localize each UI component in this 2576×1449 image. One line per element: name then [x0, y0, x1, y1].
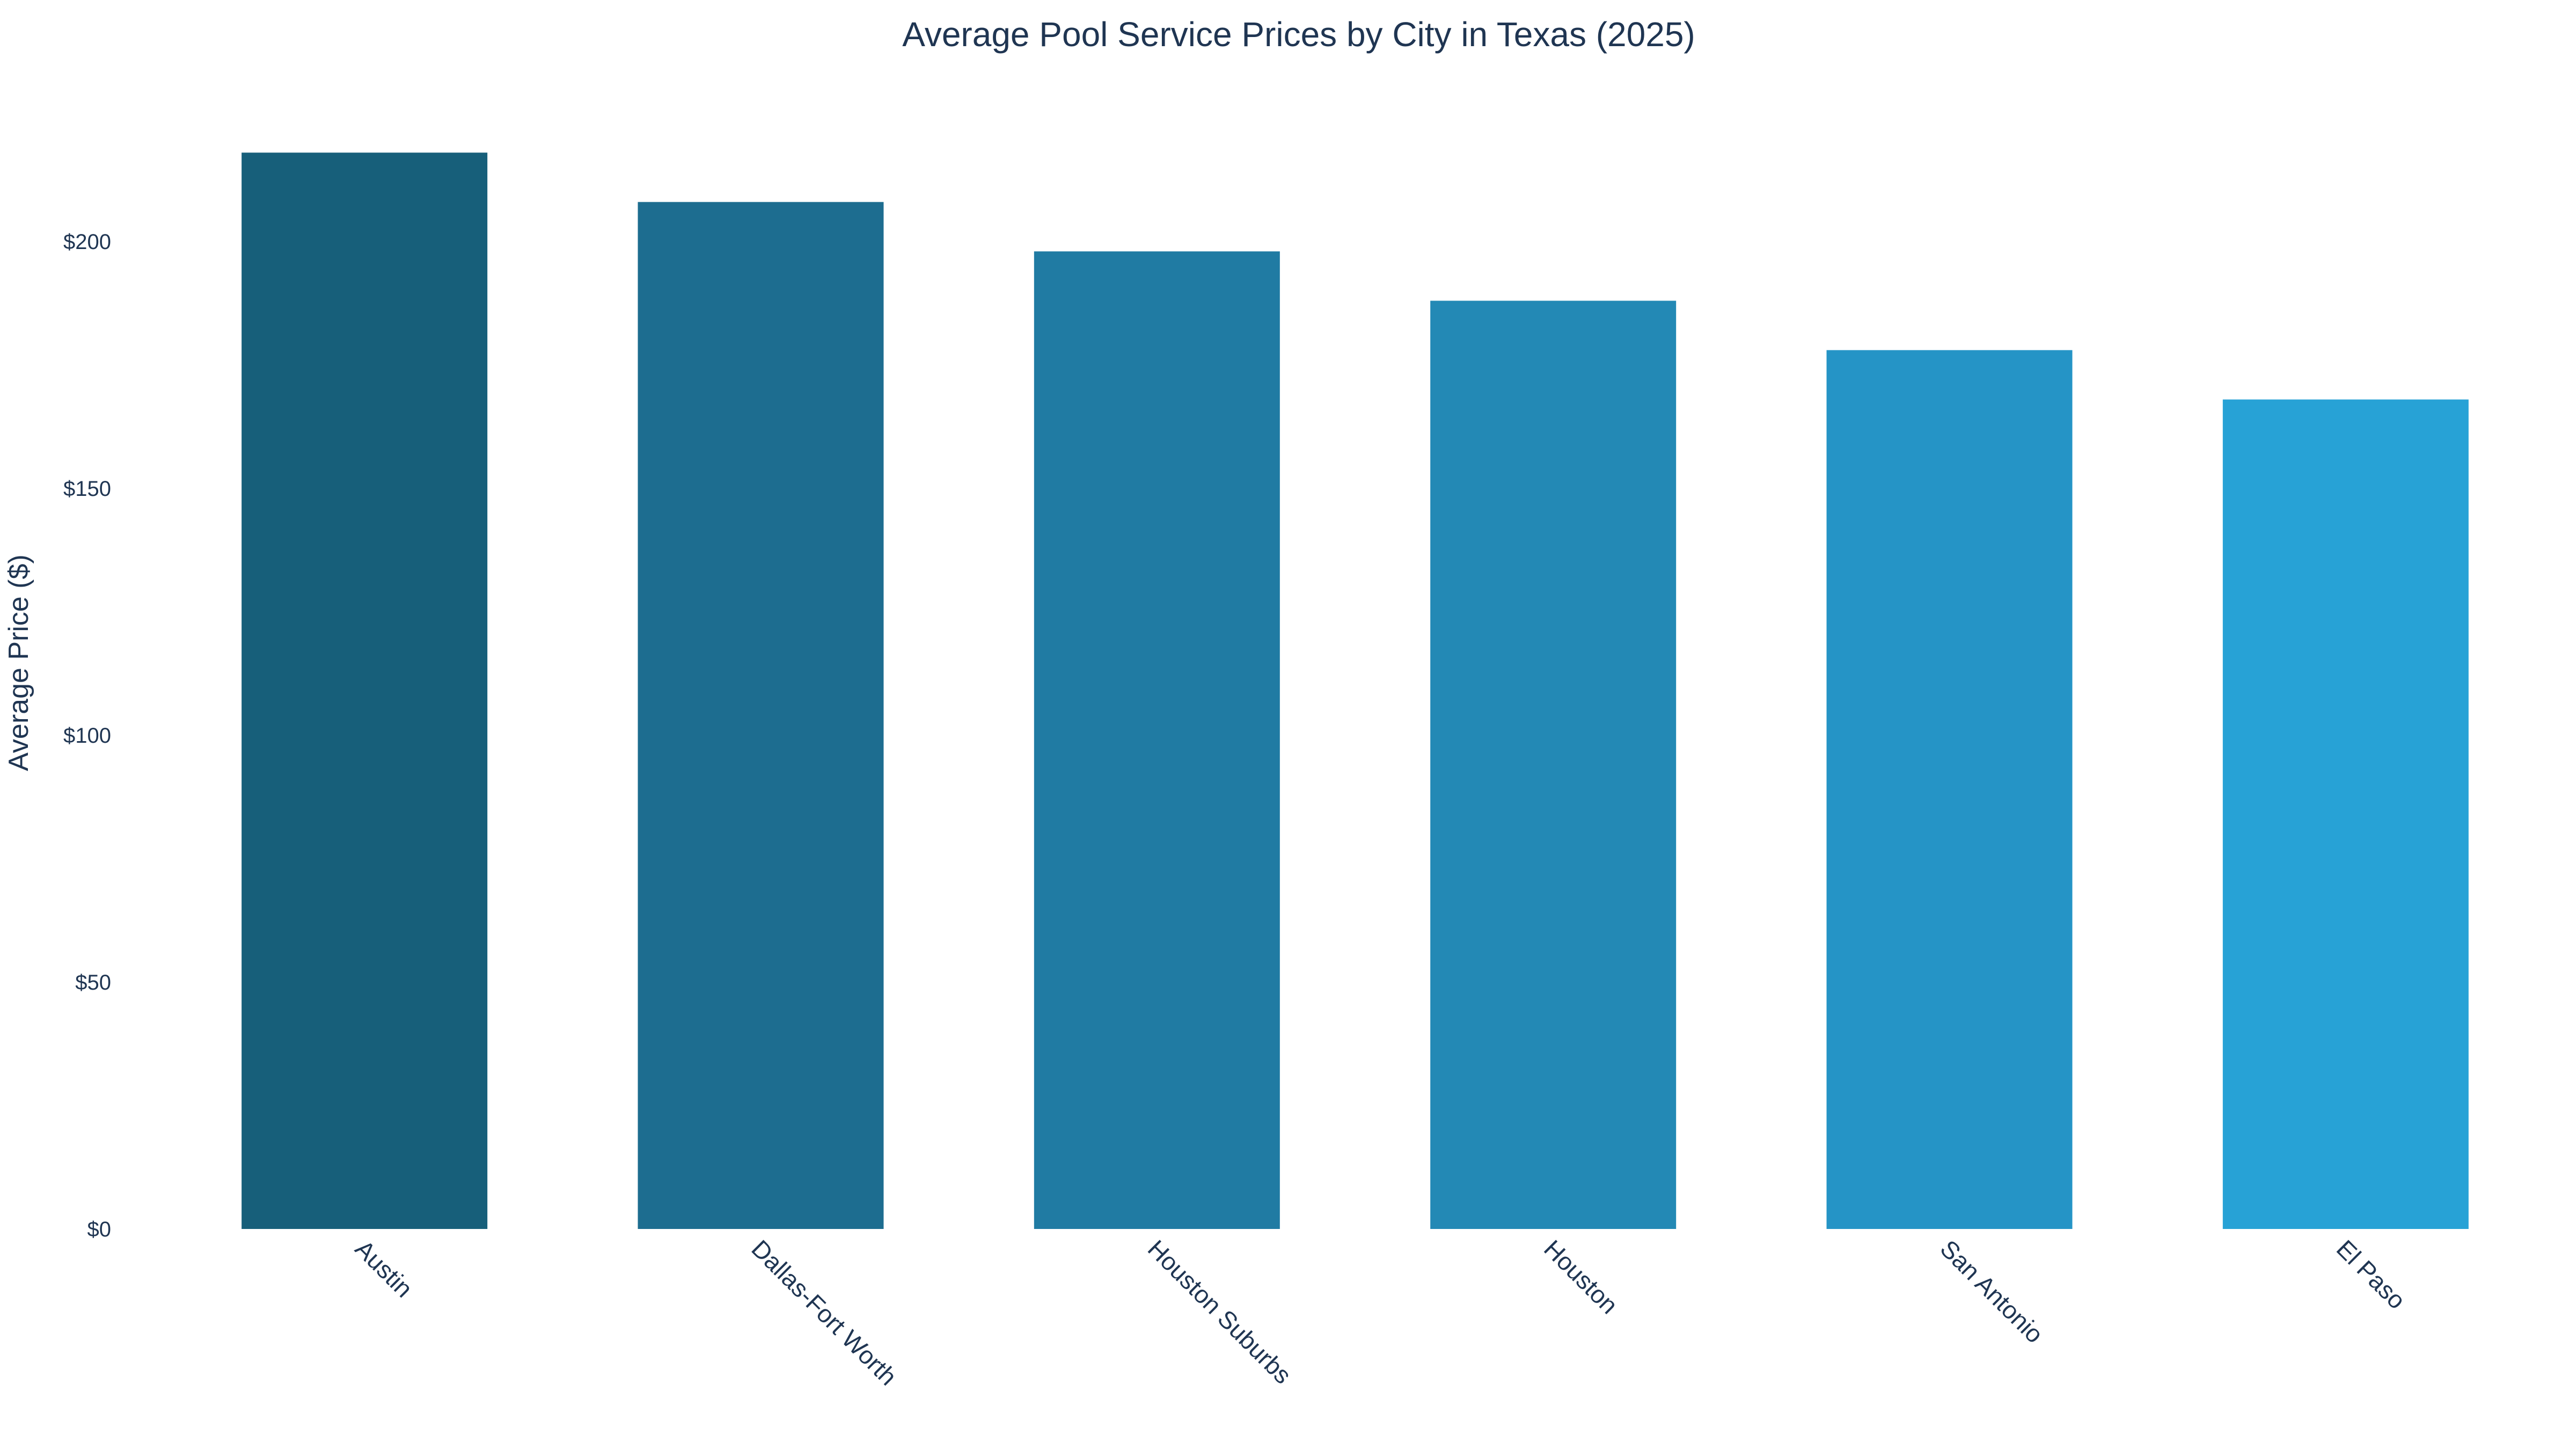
x-tick-label: El Paso [2331, 1234, 2411, 1314]
y-tick-label: $0 [87, 1218, 112, 1241]
y-axis-ticks: $0 $50 $100 $150 $200 [63, 230, 111, 1241]
x-tick-label: Austin [350, 1234, 418, 1302]
y-tick-label: $100 [63, 724, 111, 748]
bar [638, 202, 884, 1229]
bar [1430, 301, 1677, 1229]
x-tick-label: Dallas-Fort Worth [746, 1234, 902, 1391]
x-axis-labels: Austin Dallas-Fort Worth Houston Suburbs Ho… [350, 1234, 2411, 1391]
y-tick-label: $50 [75, 971, 111, 994]
x-tick-label: San Antonio [1935, 1234, 2048, 1348]
x-tick-label: Houston [1539, 1234, 1623, 1319]
bar [1826, 350, 2073, 1229]
y-tick-label: $150 [63, 477, 111, 501]
bar [241, 152, 488, 1229]
chart-title: Average Pool Service Prices by City in T… [902, 15, 1695, 54]
bar [2222, 399, 2469, 1229]
y-tick-label: $200 [63, 230, 111, 254]
x-tick-label: Houston Suburbs [1143, 1234, 1297, 1389]
bars-group [241, 152, 2469, 1229]
bar [1034, 251, 1280, 1229]
y-axis-label: Average Price ($) [3, 554, 34, 771]
